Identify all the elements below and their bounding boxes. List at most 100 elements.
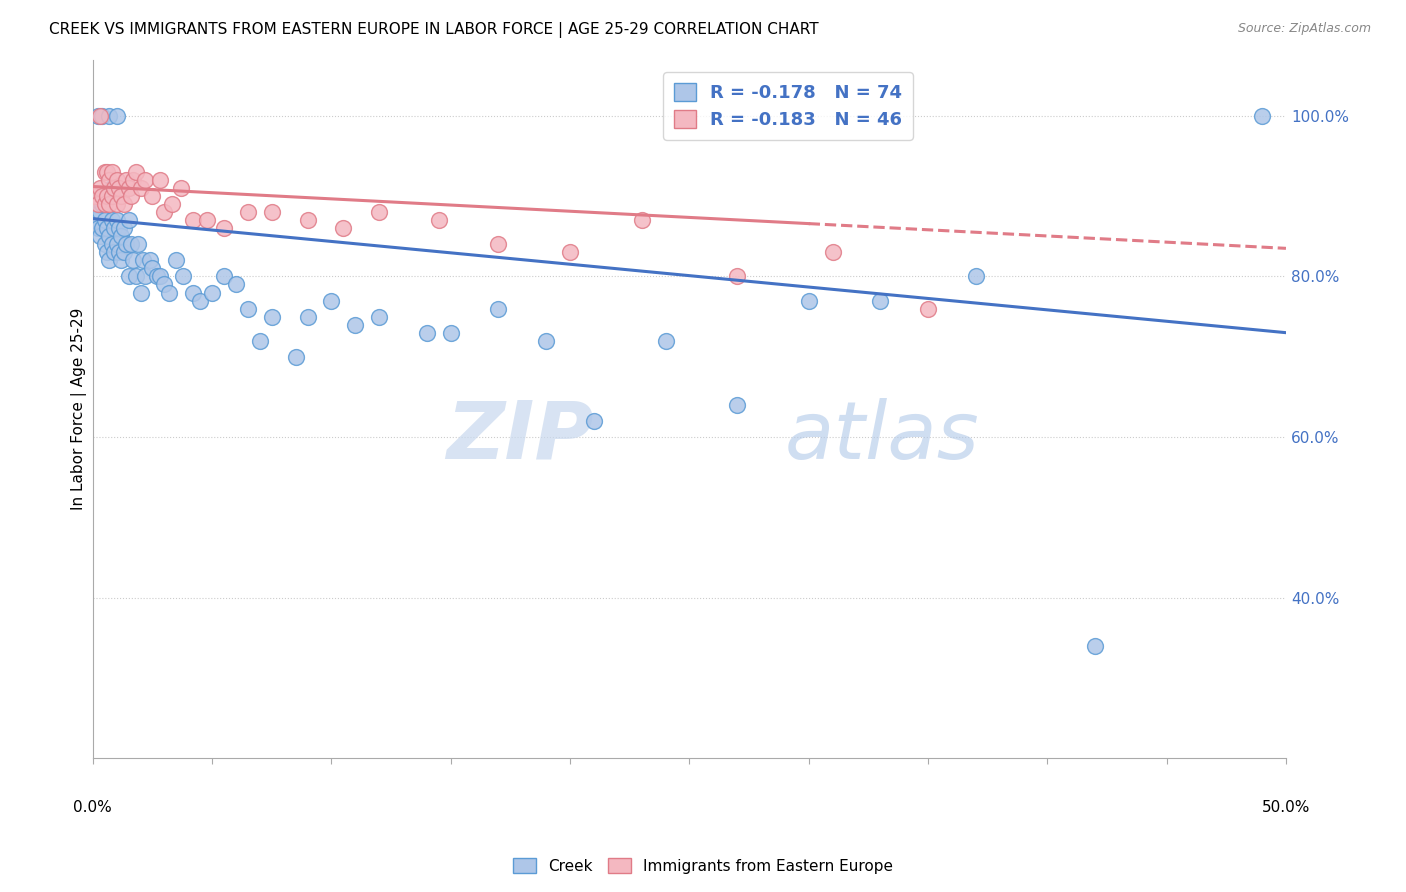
Point: [725, 398, 748, 412]
Point: [1084, 639, 1107, 653]
Point: [181, 213, 204, 227]
Point: [103, 245, 125, 260]
Point: [236, 301, 259, 316]
Point: [368, 205, 391, 219]
Point: [869, 293, 891, 308]
Point: [368, 310, 391, 324]
Point: [110, 253, 132, 268]
Point: [115, 173, 138, 187]
Point: [103, 181, 125, 195]
Point: [89, 205, 111, 219]
Point: [101, 189, 124, 203]
Point: [297, 310, 319, 324]
Point: [195, 213, 218, 227]
Legend: R = -0.178   N = 74, R = -0.183   N = 46: R = -0.178 N = 74, R = -0.183 N = 46: [664, 72, 912, 140]
Point: [157, 285, 180, 300]
Point: [112, 221, 135, 235]
Point: [1251, 109, 1274, 123]
Text: CREEK VS IMMIGRANTS FROM EASTERN EUROPE IN LABOR FORCE | AGE 25-29 CORRELATION C: CREEK VS IMMIGRANTS FROM EASTERN EUROPE …: [49, 22, 818, 38]
Point: [101, 181, 124, 195]
Point: [96, 189, 118, 203]
Point: [236, 205, 259, 219]
Point: [84, 189, 107, 203]
Point: [105, 213, 128, 227]
Text: atlas: atlas: [785, 398, 980, 476]
Text: 0.0%: 0.0%: [73, 800, 112, 815]
Point: [84, 213, 107, 227]
Point: [101, 213, 124, 227]
Point: [129, 285, 152, 300]
Point: [725, 269, 748, 284]
Point: [332, 221, 354, 235]
Point: [91, 109, 114, 123]
Point: [122, 253, 145, 268]
Point: [249, 334, 271, 348]
Point: [105, 197, 128, 211]
Point: [96, 165, 118, 179]
Point: [488, 301, 510, 316]
Point: [98, 173, 121, 187]
Point: [582, 414, 605, 428]
Point: [129, 181, 152, 195]
Point: [534, 334, 557, 348]
Point: [321, 293, 343, 308]
Point: [96, 189, 118, 203]
Point: [91, 189, 114, 203]
Point: [86, 221, 108, 235]
Point: [225, 277, 247, 292]
Point: [93, 213, 115, 227]
Point: [488, 237, 510, 252]
Point: [149, 173, 172, 187]
Point: [122, 173, 145, 187]
Point: [260, 205, 283, 219]
Point: [127, 237, 149, 252]
Point: [89, 109, 111, 123]
Point: [105, 109, 128, 123]
Point: [132, 253, 155, 268]
Point: [89, 229, 111, 244]
Point: [98, 229, 121, 244]
Point: [93, 197, 115, 211]
Point: [260, 310, 283, 324]
Point: [416, 326, 439, 340]
Point: [917, 301, 939, 316]
Point: [165, 253, 187, 268]
Point: [110, 229, 132, 244]
Point: [284, 350, 307, 364]
Point: [103, 221, 125, 235]
Point: [188, 293, 211, 308]
Point: [101, 237, 124, 252]
Point: [125, 165, 148, 179]
Point: [153, 277, 176, 292]
Point: [93, 189, 115, 203]
Point: [172, 269, 194, 284]
Point: [797, 293, 820, 308]
Point: [160, 197, 183, 211]
Point: [120, 189, 142, 203]
Text: ZIP: ZIP: [447, 398, 593, 476]
Point: [91, 221, 114, 235]
Point: [96, 245, 118, 260]
Legend: Creek, Immigrants from Eastern Europe: Creek, Immigrants from Eastern Europe: [506, 852, 900, 880]
Point: [170, 181, 193, 195]
Point: [134, 269, 156, 284]
Point: [117, 269, 139, 284]
Point: [98, 197, 121, 211]
Point: [117, 181, 139, 195]
Point: [344, 318, 367, 332]
Point: [101, 165, 124, 179]
Text: 50.0%: 50.0%: [1261, 800, 1310, 815]
Point: [134, 173, 156, 187]
Point: [93, 165, 115, 179]
Point: [91, 197, 114, 211]
Point: [146, 269, 169, 284]
Y-axis label: In Labor Force | Age 25-29: In Labor Force | Age 25-29: [72, 308, 87, 510]
Point: [149, 269, 172, 284]
Point: [125, 269, 148, 284]
Point: [112, 197, 135, 211]
Point: [93, 237, 115, 252]
Point: [139, 253, 162, 268]
Point: [181, 285, 204, 300]
Text: Source: ZipAtlas.com: Source: ZipAtlas.com: [1237, 22, 1371, 36]
Point: [96, 221, 118, 235]
